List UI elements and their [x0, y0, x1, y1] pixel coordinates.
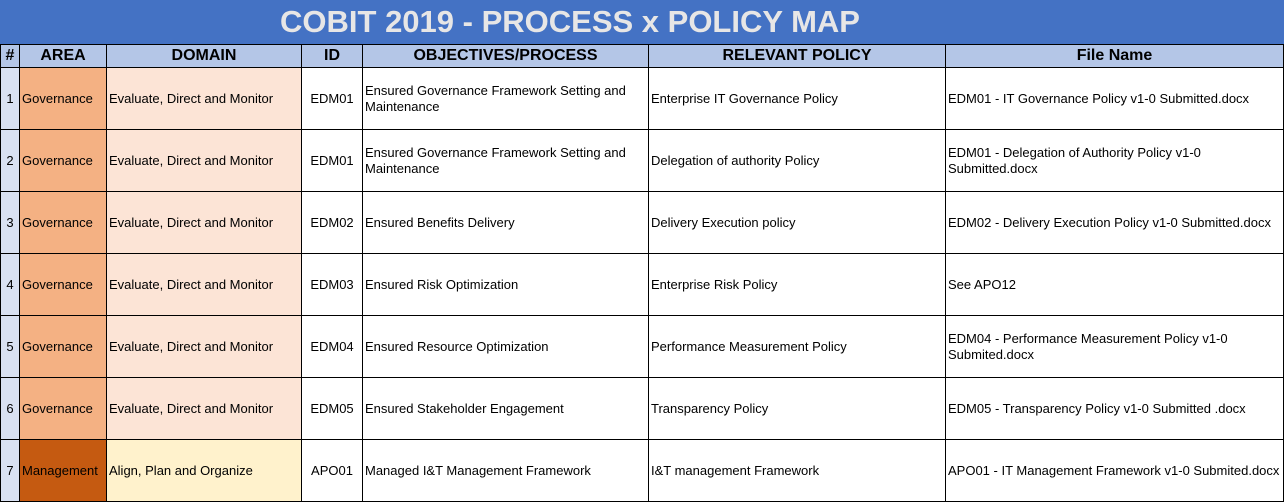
area-cell[interactable]: Management: [19, 439, 107, 502]
domain-cell[interactable]: Evaluate, Direct and Monitor: [106, 191, 302, 254]
area-cell[interactable]: Governance: [19, 67, 107, 130]
area-cell[interactable]: Governance: [19, 315, 107, 378]
id-cell[interactable]: EDM01: [301, 67, 363, 130]
title-bar: COBIT 2019 - PROCESS x POLICY MAP: [0, 0, 1284, 44]
header-policy[interactable]: RELEVANT POLICY: [648, 44, 946, 68]
area-cell[interactable]: Governance: [19, 253, 107, 316]
area-cell[interactable]: Governance: [19, 377, 107, 440]
row-number[interactable]: 3: [0, 191, 20, 254]
table-row: 2 Governance Evaluate, Direct and Monito…: [0, 129, 1284, 192]
row-number[interactable]: 5: [0, 315, 20, 378]
row-number[interactable]: 6: [0, 377, 20, 440]
domain-cell[interactable]: Evaluate, Direct and Monitor: [106, 253, 302, 316]
domain-cell[interactable]: Evaluate, Direct and Monitor: [106, 315, 302, 378]
domain-cell[interactable]: Align, Plan and Organize: [106, 439, 302, 502]
area-cell[interactable]: Governance: [19, 191, 107, 254]
table-row: 3 Governance Evaluate, Direct and Monito…: [0, 191, 1284, 254]
file-name-cell[interactable]: EDM01 - Delegation of Authority Policy v…: [945, 129, 1284, 192]
process-cell[interactable]: Ensured Benefits Delivery: [362, 191, 649, 254]
process-cell[interactable]: Ensured Resource Optimization: [362, 315, 649, 378]
page-title: COBIT 2019 - PROCESS x POLICY MAP: [280, 4, 860, 39]
header-id[interactable]: ID: [301, 44, 363, 68]
process-cell[interactable]: Ensured Governance Framework Setting and…: [362, 67, 649, 130]
table-row: 6 Governance Evaluate, Direct and Monito…: [0, 377, 1284, 440]
process-cell[interactable]: Managed I&T Management Framework: [362, 439, 649, 502]
policy-cell[interactable]: Performance Measurement Policy: [648, 315, 946, 378]
id-cell[interactable]: APO01: [301, 439, 363, 502]
domain-cell[interactable]: Evaluate, Direct and Monitor: [106, 377, 302, 440]
file-name-cell[interactable]: EDM05 - Transparency Policy v1-0 Submitt…: [945, 377, 1284, 440]
file-name-cell[interactable]: APO01 - IT Management Framework v1-0 Sub…: [945, 439, 1284, 502]
policy-cell[interactable]: Enterprise Risk Policy: [648, 253, 946, 316]
process-cell[interactable]: Ensured Stakeholder Engagement: [362, 377, 649, 440]
process-cell[interactable]: Ensured Risk Optimization: [362, 253, 649, 316]
policy-cell[interactable]: I&T management Framework: [648, 439, 946, 502]
area-cell[interactable]: Governance: [19, 129, 107, 192]
header-file-name[interactable]: File Name: [945, 44, 1284, 68]
id-cell[interactable]: EDM02: [301, 191, 363, 254]
process-cell[interactable]: Ensured Governance Framework Setting and…: [362, 129, 649, 192]
policy-cell[interactable]: Delegation of authority Policy: [648, 129, 946, 192]
id-cell[interactable]: EDM05: [301, 377, 363, 440]
policy-cell[interactable]: Enterprise IT Governance Policy: [648, 67, 946, 130]
table-row: 1 Governance Evaluate, Direct and Monito…: [0, 67, 1284, 130]
file-name-cell[interactable]: EDM04 - Performance Measurement Policy v…: [945, 315, 1284, 378]
row-number[interactable]: 4: [0, 253, 20, 316]
file-name-cell[interactable]: EDM02 - Delivery Execution Policy v1-0 S…: [945, 191, 1284, 254]
id-cell[interactable]: EDM04: [301, 315, 363, 378]
id-cell[interactable]: EDM01: [301, 129, 363, 192]
id-cell[interactable]: EDM03: [301, 253, 363, 316]
row-number[interactable]: 7: [0, 439, 20, 502]
policy-map-table: # AREA DOMAIN ID OBJECTIVES/PROCESS RELE…: [0, 44, 1284, 502]
file-name-cell[interactable]: See APO12: [945, 253, 1284, 316]
header-process[interactable]: OBJECTIVES/PROCESS: [362, 44, 649, 68]
row-number[interactable]: 1: [0, 67, 20, 130]
table-row: 7 Management Align, Plan and Organize AP…: [0, 439, 1284, 502]
header-area[interactable]: AREA: [19, 44, 107, 68]
table-row: 4 Governance Evaluate, Direct and Monito…: [0, 253, 1284, 316]
header-row: # AREA DOMAIN ID OBJECTIVES/PROCESS RELE…: [0, 44, 1284, 68]
file-name-cell[interactable]: EDM01 - IT Governance Policy v1-0 Submit…: [945, 67, 1284, 130]
table-row: 5 Governance Evaluate, Direct and Monito…: [0, 315, 1284, 378]
row-number[interactable]: 2: [0, 129, 20, 192]
policy-cell[interactable]: Transparency Policy: [648, 377, 946, 440]
policy-cell[interactable]: Delivery Execution policy: [648, 191, 946, 254]
header-num[interactable]: #: [0, 44, 20, 68]
domain-cell[interactable]: Evaluate, Direct and Monitor: [106, 129, 302, 192]
domain-cell[interactable]: Evaluate, Direct and Monitor: [106, 67, 302, 130]
header-domain[interactable]: DOMAIN: [106, 44, 302, 68]
